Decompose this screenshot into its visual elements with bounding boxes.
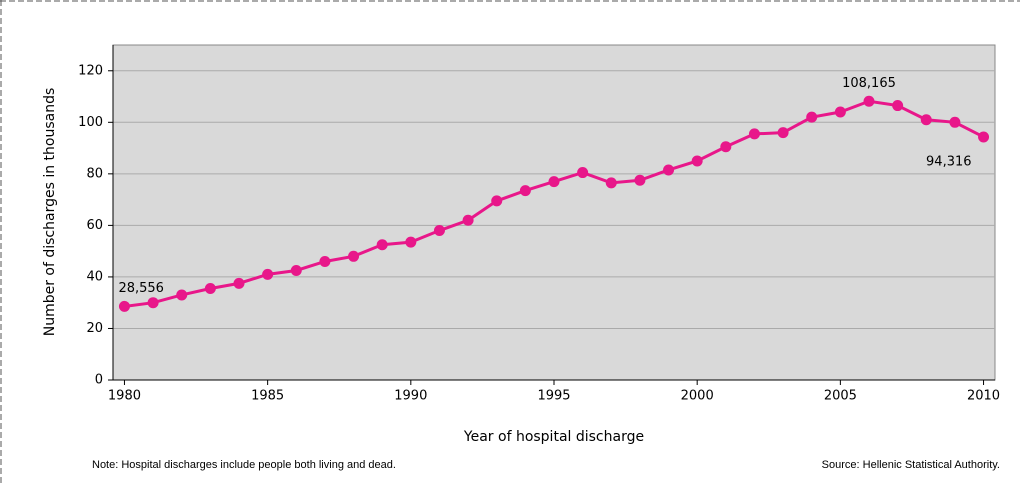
point: [892, 100, 904, 112]
value-label: 94,316: [926, 154, 972, 169]
x-tick-label: 2005: [824, 389, 857, 404]
point: [118, 300, 130, 312]
point: [748, 128, 760, 140]
y-axis-label: Number of discharges in thousands: [42, 88, 58, 337]
plot-area: [112, 44, 996, 381]
point: [405, 236, 417, 248]
point: [376, 239, 388, 251]
point: [462, 214, 474, 226]
point: [204, 283, 216, 295]
point: [548, 176, 560, 188]
point: [491, 195, 503, 207]
point: [834, 106, 846, 118]
value-label: 108,165: [842, 76, 896, 91]
point: [720, 141, 732, 153]
point: [605, 177, 617, 189]
point: [319, 255, 331, 267]
point: [290, 264, 302, 276]
point: [433, 225, 445, 237]
x-tick-label: 2010: [967, 389, 1000, 404]
x-tick-label: 1980: [108, 389, 141, 404]
y-tick-label: 80: [86, 166, 103, 181]
point: [663, 164, 675, 176]
y-tick-label: 100: [78, 115, 103, 130]
y-tick-label: 20: [86, 321, 103, 336]
point: [863, 95, 875, 107]
point: [949, 116, 961, 128]
point: [691, 155, 703, 167]
point: [176, 289, 188, 301]
x-tick-label: 2000: [681, 389, 714, 404]
point: [777, 127, 789, 139]
value-label: 28,556: [118, 281, 164, 296]
note: Note: Hospital discharges include people…: [92, 459, 396, 471]
y-tick-label: 40: [86, 269, 103, 284]
point: [519, 185, 531, 197]
point: [920, 114, 932, 126]
point: [348, 250, 360, 262]
point: [233, 277, 245, 289]
point: [806, 111, 818, 123]
point: [262, 268, 274, 280]
x-tick-label: 1985: [251, 389, 284, 404]
y-tick-label: 120: [78, 63, 103, 78]
source: Source: Hellenic Statistical Authority.: [822, 459, 1000, 471]
x-axis-label: Year of hospital discharge: [463, 429, 644, 445]
x-tick-label: 1990: [394, 389, 427, 404]
x-tick-label: 1995: [537, 389, 570, 404]
point: [634, 174, 646, 186]
y-tick-label: 60: [86, 218, 103, 233]
point: [577, 167, 589, 179]
point: [147, 297, 159, 309]
y-tick-label: 0: [95, 373, 103, 388]
point: [978, 131, 990, 143]
